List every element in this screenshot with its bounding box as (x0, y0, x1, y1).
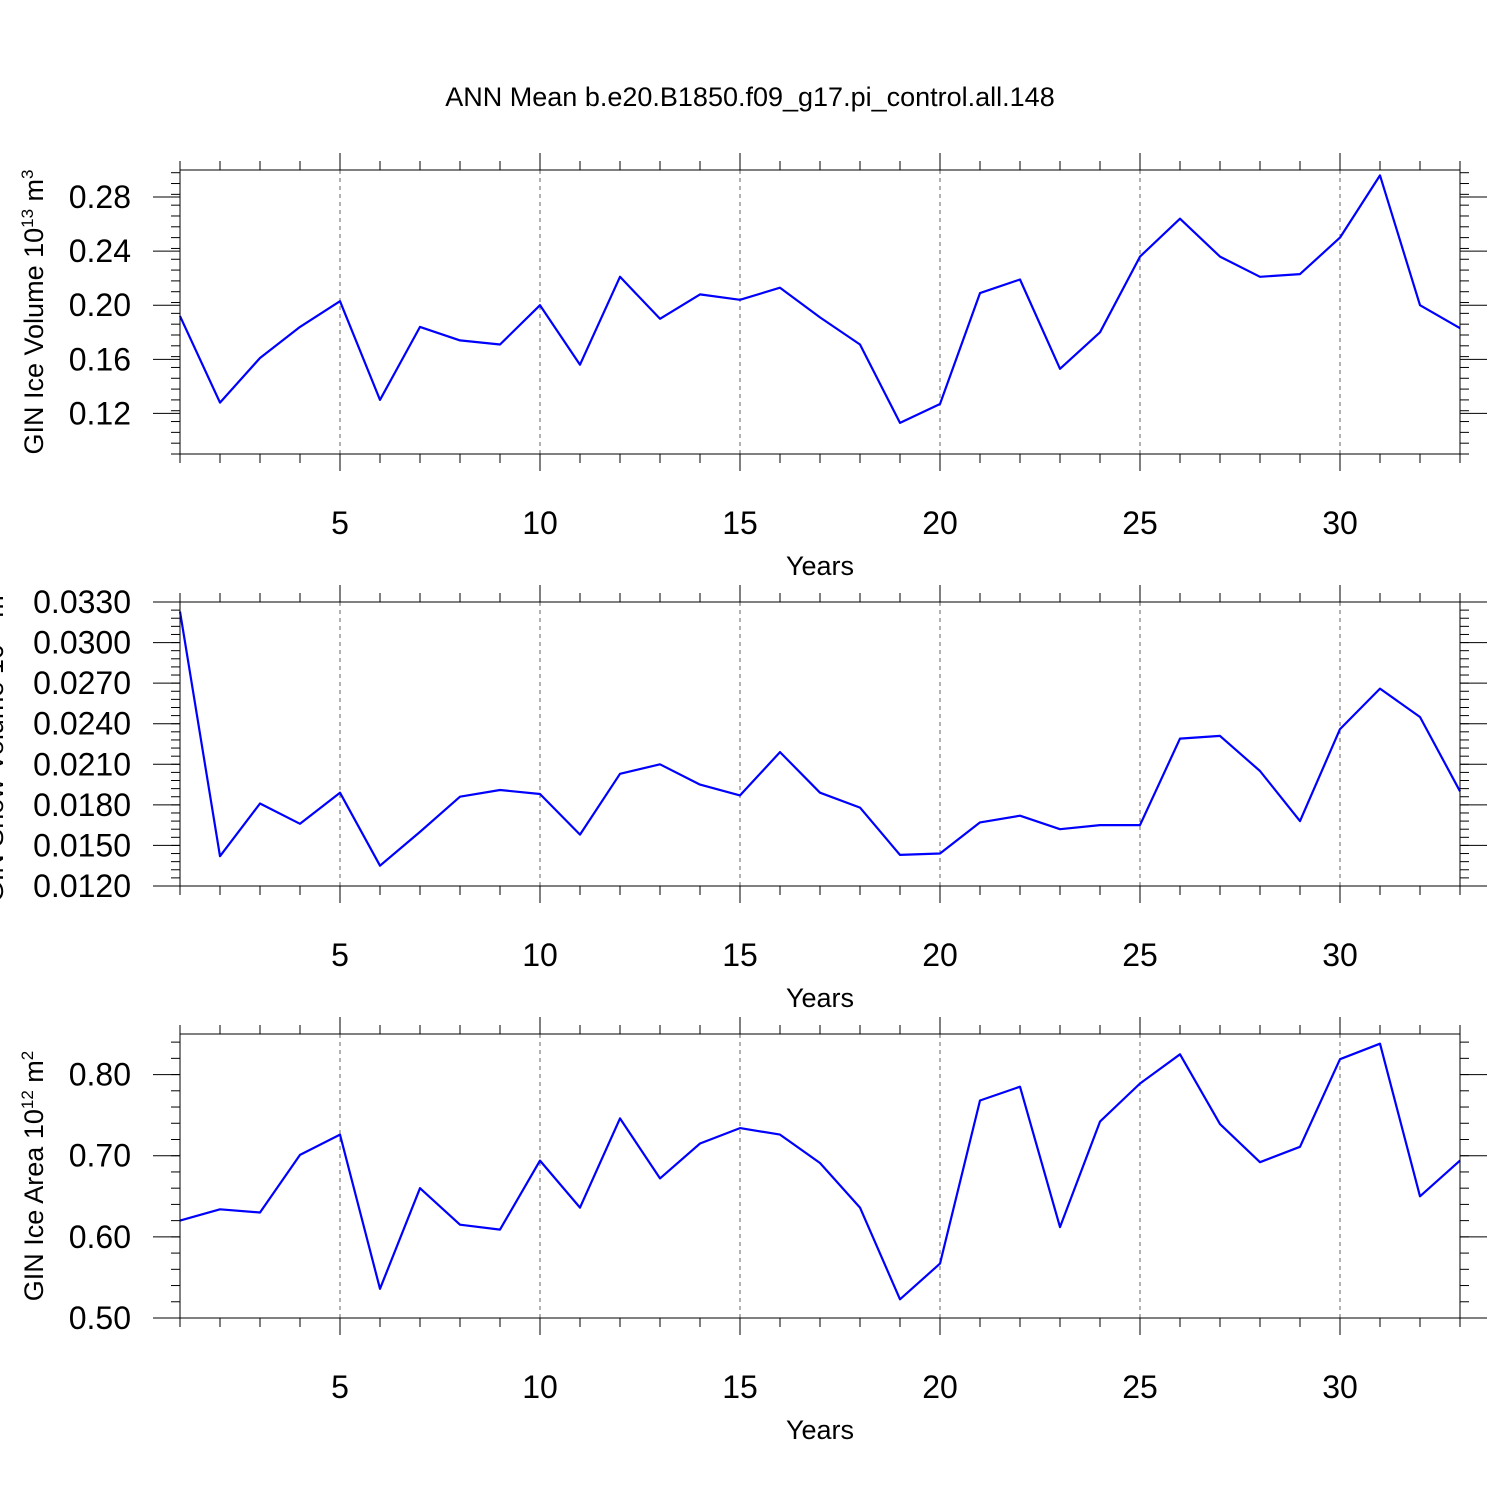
y-tick-label: 0.0270 (33, 665, 131, 701)
y-tick-label: 0.0240 (33, 706, 131, 742)
y-tick-label: 0.0300 (33, 625, 131, 661)
chart-title: ANN Mean b.e20.B1850.f09_g17.pi_control.… (445, 82, 1054, 112)
x-axis-label: Years (786, 983, 854, 1013)
y-tick-label: 0.24 (69, 233, 131, 269)
x-tick-label: 20 (922, 505, 958, 541)
x-tick-label: 20 (922, 1369, 958, 1405)
y-tick-label: 0.20 (69, 287, 131, 323)
x-tick-label: 30 (1322, 505, 1358, 541)
y-tick-label: 0.70 (69, 1138, 131, 1174)
x-tick-label: 30 (1322, 1369, 1358, 1405)
x-tick-label: 25 (1122, 505, 1158, 541)
series-line (179, 174, 1461, 424)
y-tick-label: 0.60 (69, 1219, 131, 1255)
x-tick-label: 10 (522, 505, 558, 541)
y-tick-label: 0.28 (69, 179, 131, 215)
x-tick-label: 30 (1322, 937, 1358, 973)
plot-frame (179, 169, 1461, 455)
y-tick-label: 0.0120 (33, 868, 131, 904)
x-tick-label: 25 (1122, 1369, 1158, 1405)
y-tick-label: 0.0180 (33, 787, 131, 823)
y-tick-label: 0.12 (69, 395, 131, 431)
chart-panel-1: 5 10 15 20 25 30 0.12 0.16 0.20 0.24 0.28 Years GIN … (18, 153, 1487, 581)
y-tick-label: 0.0330 (33, 584, 131, 620)
plot-frame (179, 1033, 1461, 1319)
y-tick-label: 0.80 (69, 1057, 131, 1093)
x-tick-label: 10 (522, 1369, 558, 1405)
plot-frame (179, 601, 1461, 887)
chart-panel-3: 5 10 15 20 25 30 0.50 0.60 0.70 0.80 Years GIN Ice … (18, 1017, 1487, 1445)
x-tick-label: 25 (1122, 937, 1158, 973)
y-tick-label: 0.0150 (33, 827, 131, 863)
y-axis-label: GIN Snow Volume 1013 m3 (0, 586, 9, 903)
series-line (179, 1042, 1461, 1301)
x-axis-label: Years (786, 1415, 854, 1445)
x-tick-label: 15 (722, 937, 758, 973)
series-line (178, 611, 1461, 867)
x-tick-label: 5 (331, 937, 349, 973)
x-tick-label: 5 (331, 505, 349, 541)
y-tick-label: 0.50 (69, 1300, 131, 1336)
x-axis-label: Years (786, 551, 854, 581)
x-tick-label: 15 (722, 505, 758, 541)
panels: 5 10 15 20 25 30 0.12 0.16 0.20 0.24 0.28 Years GIN … (0, 153, 1487, 1445)
x-tick-label: 5 (331, 1369, 349, 1405)
x-tick-label: 15 (722, 1369, 758, 1405)
x-tick-label: 10 (522, 937, 558, 973)
y-tick-label: 0.0210 (33, 746, 131, 782)
chart-panel-2: 5 10 15 20 25 30 0.0120 0.0150 0.0180 0.0210 0.024… (0, 584, 1487, 1013)
y-tick-label: 0.16 (69, 341, 131, 377)
y-axis-label: GIN Ice Area 1012 m2 (18, 1051, 49, 1302)
y-axis-label: GIN Ice Volume 1013 m3 (18, 169, 49, 454)
x-tick-label: 20 (922, 937, 958, 973)
